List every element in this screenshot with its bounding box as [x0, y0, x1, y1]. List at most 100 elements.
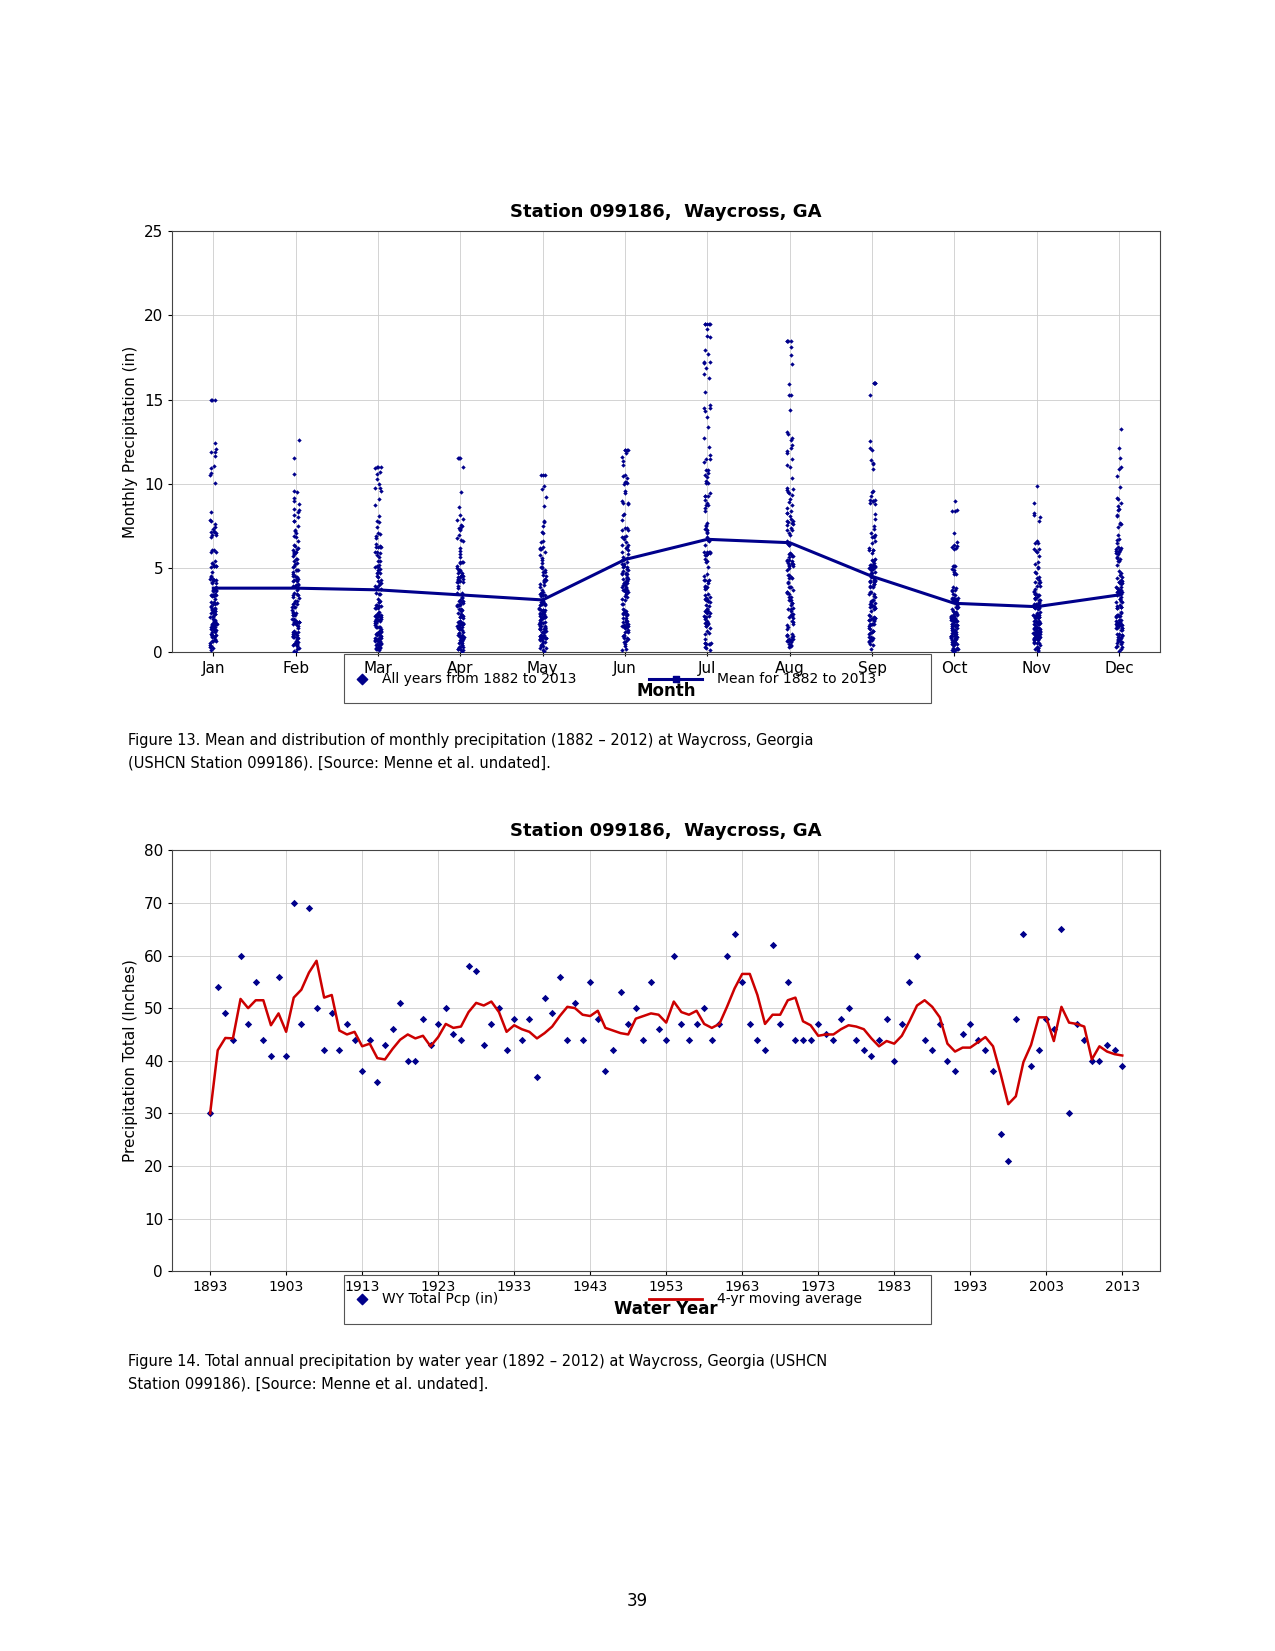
Point — [697, 342, 718, 368]
Point — [1111, 535, 1131, 561]
Point — [284, 619, 305, 646]
Point — [530, 634, 551, 660]
Point — [283, 581, 303, 608]
Point — [449, 588, 469, 614]
Point — [699, 528, 719, 555]
Point — [782, 550, 802, 576]
Point — [778, 327, 798, 353]
Point — [1026, 573, 1047, 599]
Point — [451, 560, 472, 586]
Point — [203, 613, 223, 639]
Point — [907, 943, 927, 969]
Point — [1089, 1048, 1109, 1075]
Point — [287, 632, 307, 659]
Point — [421, 1032, 441, 1058]
Point — [201, 386, 222, 413]
Point — [282, 568, 302, 594]
Point — [776, 622, 797, 649]
Point — [375, 1032, 395, 1058]
Point — [201, 622, 222, 649]
Point — [779, 546, 799, 573]
Point — [863, 604, 884, 631]
Point — [450, 608, 470, 634]
Point — [366, 634, 386, 660]
Point — [534, 624, 555, 650]
Point — [947, 593, 968, 619]
Point — [1111, 571, 1131, 598]
Point — [779, 504, 799, 530]
Point — [449, 614, 469, 641]
Point — [1026, 603, 1047, 629]
Point — [201, 613, 222, 639]
Point — [529, 596, 550, 622]
Point — [205, 586, 226, 613]
Point — [450, 622, 470, 649]
Point — [776, 622, 797, 649]
Point — [1044, 1015, 1065, 1042]
Point — [695, 484, 715, 510]
Point — [783, 475, 803, 502]
Point — [534, 614, 555, 641]
Point — [200, 581, 221, 608]
Point — [287, 631, 307, 657]
Point — [859, 616, 880, 642]
Point — [945, 589, 965, 616]
Point — [776, 578, 797, 604]
Point — [450, 616, 470, 642]
Point — [863, 571, 884, 598]
Point — [864, 560, 885, 586]
Point — [473, 1032, 493, 1058]
Point — [942, 622, 963, 649]
Point — [287, 588, 307, 614]
Point — [449, 629, 469, 655]
Point — [284, 621, 305, 647]
Point — [868, 1027, 889, 1053]
Point — [284, 601, 305, 627]
Point — [701, 1027, 722, 1053]
Point — [1112, 568, 1132, 594]
Point — [616, 575, 636, 601]
Point — [615, 578, 635, 604]
Point — [450, 538, 470, 565]
Point — [695, 337, 715, 363]
Point — [778, 570, 798, 596]
Point — [450, 626, 470, 652]
Point — [1025, 619, 1046, 646]
Point — [946, 589, 966, 616]
Point — [533, 586, 553, 613]
Point — [533, 611, 553, 637]
Point — [1029, 589, 1049, 616]
Point — [695, 471, 715, 497]
Point — [945, 626, 965, 652]
Point — [694, 395, 714, 421]
Point — [863, 550, 884, 576]
Point — [371, 616, 391, 642]
Point — [1107, 530, 1127, 556]
Point — [776, 439, 797, 466]
Point — [947, 593, 968, 619]
Point — [284, 553, 305, 580]
Point — [612, 576, 632, 603]
Point — [371, 479, 391, 505]
Point — [1028, 555, 1048, 581]
Point — [534, 598, 555, 624]
Point — [451, 584, 472, 611]
Point — [448, 555, 468, 581]
Point — [700, 324, 720, 350]
Point — [944, 609, 964, 636]
Point — [944, 601, 964, 627]
Point — [1025, 581, 1046, 608]
Point — [533, 560, 553, 586]
Point — [863, 568, 884, 594]
Point — [612, 551, 632, 578]
Point — [615, 480, 635, 507]
Point — [696, 608, 717, 634]
Point — [914, 1027, 935, 1053]
Point — [615, 576, 635, 603]
Point — [449, 609, 469, 636]
Point — [1111, 490, 1131, 517]
Point — [942, 596, 963, 622]
Point — [1024, 614, 1044, 641]
Point — [368, 471, 389, 497]
Point — [450, 550, 470, 576]
